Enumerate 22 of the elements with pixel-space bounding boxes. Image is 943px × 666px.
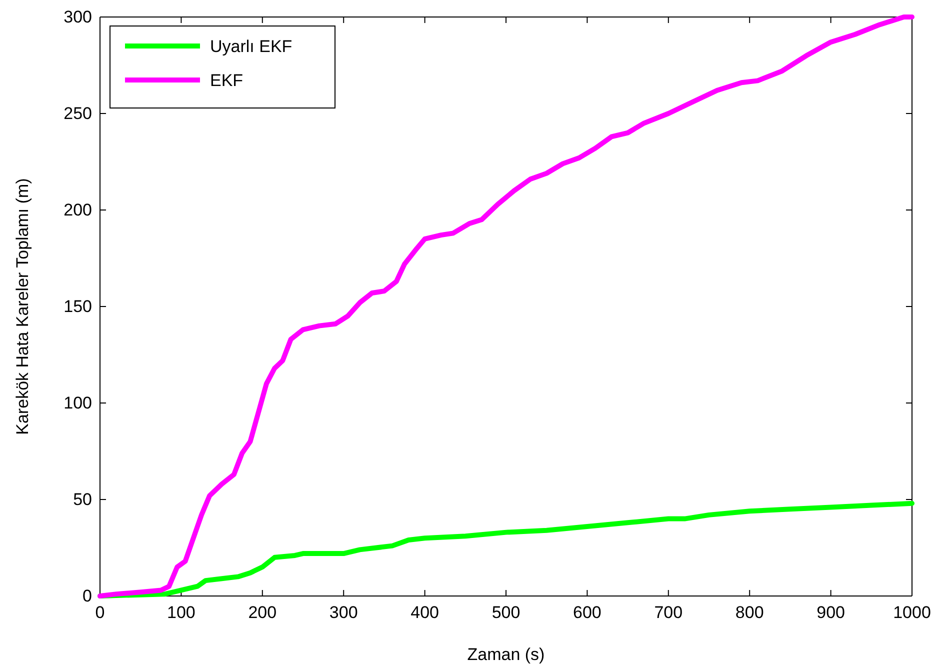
x-axis-title: Zaman (s) xyxy=(467,645,545,664)
y-tick-label: 200 xyxy=(64,200,92,220)
y-tick-label: 100 xyxy=(64,393,92,412)
y-tick-label: 300 xyxy=(64,7,92,26)
legend-label: Uyarlı EKF xyxy=(210,37,292,56)
x-tick-label: 1000 xyxy=(893,603,931,622)
x-tick-label: 900 xyxy=(816,603,845,622)
x-tick-label: 800 xyxy=(735,603,764,622)
x-tick-label: 0 xyxy=(95,603,105,622)
x-tick-label: 500 xyxy=(492,603,520,622)
y-tick-label: 50 xyxy=(73,490,92,509)
x-tick-label: 300 xyxy=(329,603,358,622)
y-tick-label: 0 xyxy=(82,586,92,606)
legend-label: EKF xyxy=(210,71,244,90)
x-tick-label: 100 xyxy=(167,603,196,622)
x-tick-label: 200 xyxy=(248,603,277,622)
x-tick-label: 600 xyxy=(573,603,602,622)
x-tick-label: 400 xyxy=(410,603,439,622)
y-tick-label: 150 xyxy=(64,296,92,316)
y-axis-title: Karekök Hata Kareler Toplamı (m) xyxy=(13,178,32,435)
y-tick-label: 250 xyxy=(64,104,92,123)
x-tick-label: 700 xyxy=(654,603,683,622)
